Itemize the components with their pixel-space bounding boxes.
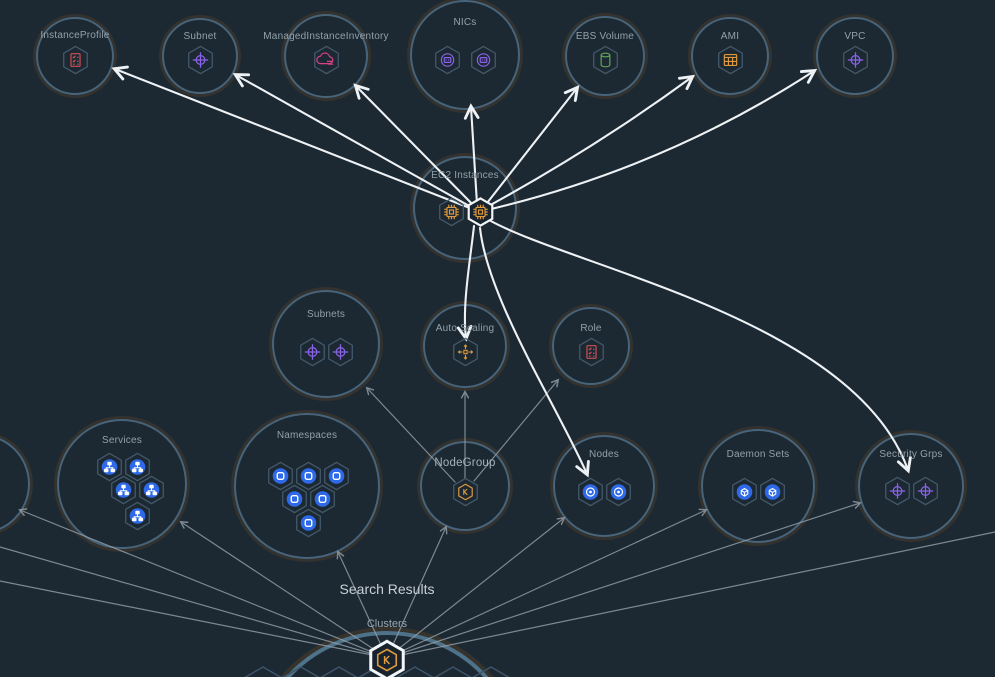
role-icon[interactable] [577, 336, 606, 368]
node-nodes[interactable]: Nodes [553, 435, 655, 537]
auto-scaling-icon[interactable] [451, 336, 480, 368]
ebs-volume-label: EBS Volume [575, 31, 635, 42]
offscreen-left-circle [0, 434, 30, 534]
node-ebs-volume[interactable]: EBS Volume [565, 16, 645, 96]
services-label: Services [102, 435, 142, 446]
nics-label: NICs [453, 17, 477, 28]
subnet-label: Subnet [183, 31, 217, 42]
node-ec2-instances[interactable]: EC2 Instances [413, 156, 517, 260]
subnet-icon[interactable] [326, 336, 355, 368]
security-group-icon[interactable] [883, 475, 912, 507]
security-groups-label: Security Grps [879, 449, 943, 460]
namespaces-label: Namespaces [276, 430, 338, 441]
role-label: Role [580, 323, 602, 334]
ec2-instance-icon[interactable] [437, 196, 466, 228]
subnets-label: Subnets [306, 309, 346, 320]
vpc-icon[interactable] [841, 44, 870, 76]
vpc-label: VPC [844, 31, 866, 42]
ec2-instance-icon-selected[interactable] [466, 196, 495, 228]
node-ami[interactable]: AMI [691, 17, 769, 95]
nic-icon[interactable] [433, 44, 462, 76]
ami-label: AMI [720, 31, 740, 42]
nodes-label: Nodes [589, 449, 619, 460]
subnets-circle [272, 290, 380, 398]
service-icon[interactable] [123, 500, 152, 532]
node-daemon-sets[interactable]: Daemon Sets [701, 429, 815, 543]
ebs-volume-icon[interactable] [591, 44, 620, 76]
nic-icon[interactable] [469, 44, 498, 76]
node-nodegroup[interactable]: NodeGroup [420, 441, 510, 531]
namespace-icon[interactable] [294, 507, 323, 539]
instance-profile-label: InstanceProfile [40, 30, 110, 41]
node-icon[interactable] [576, 476, 605, 508]
managed-instance-inventory-icon[interactable] [312, 44, 341, 76]
clusters-label[interactable]: Clusters [366, 618, 408, 630]
node-managed-instance-inventory[interactable]: ManagedInstanceInventory [263, 14, 389, 98]
node-clusters[interactable] [252, 631, 522, 677]
node-icon[interactable] [604, 476, 633, 508]
node-services[interactable]: Services [57, 419, 187, 549]
node-security-groups[interactable]: Security Grps [858, 433, 964, 539]
node-subnets[interactable]: Subnets [272, 290, 380, 398]
node-subnet[interactable]: Subnet [162, 18, 238, 94]
node-instance-profile[interactable]: InstanceProfile [36, 17, 114, 95]
nodegroup-label: NodeGroup [434, 457, 496, 469]
instance-profile-circle [36, 17, 114, 95]
cluster-icon-selected[interactable] [367, 638, 407, 677]
daemon-set-icon[interactable] [730, 476, 759, 508]
instance-profile-icon[interactable] [61, 44, 90, 76]
node-nics[interactable]: NICs [410, 0, 520, 110]
node-auto-scaling[interactable]: Auto Scaling [423, 304, 507, 388]
node-role[interactable]: Role [552, 307, 630, 385]
daemon-sets-label: Daemon Sets [726, 449, 790, 460]
vpc-circle [816, 17, 894, 95]
managed-instance-inventory-label: ManagedInstanceInventory [263, 31, 389, 42]
node-vpc[interactable]: VPC [816, 17, 894, 95]
ami-icon[interactable] [716, 44, 745, 76]
search-results-title: Search Results [339, 581, 435, 597]
nodegroup-icon[interactable] [451, 476, 480, 508]
node-namespaces[interactable]: Namespaces [234, 413, 380, 559]
ec2-instances-label: EC2 Instances [431, 170, 499, 181]
auto-scaling-label: Auto Scaling [435, 323, 495, 334]
subnet-icon[interactable] [298, 336, 327, 368]
daemon-set-icon[interactable] [758, 476, 787, 508]
node-offscreen-left[interactable] [0, 434, 30, 534]
subnet-icon[interactable] [186, 44, 215, 76]
security-group-icon[interactable] [911, 475, 940, 507]
